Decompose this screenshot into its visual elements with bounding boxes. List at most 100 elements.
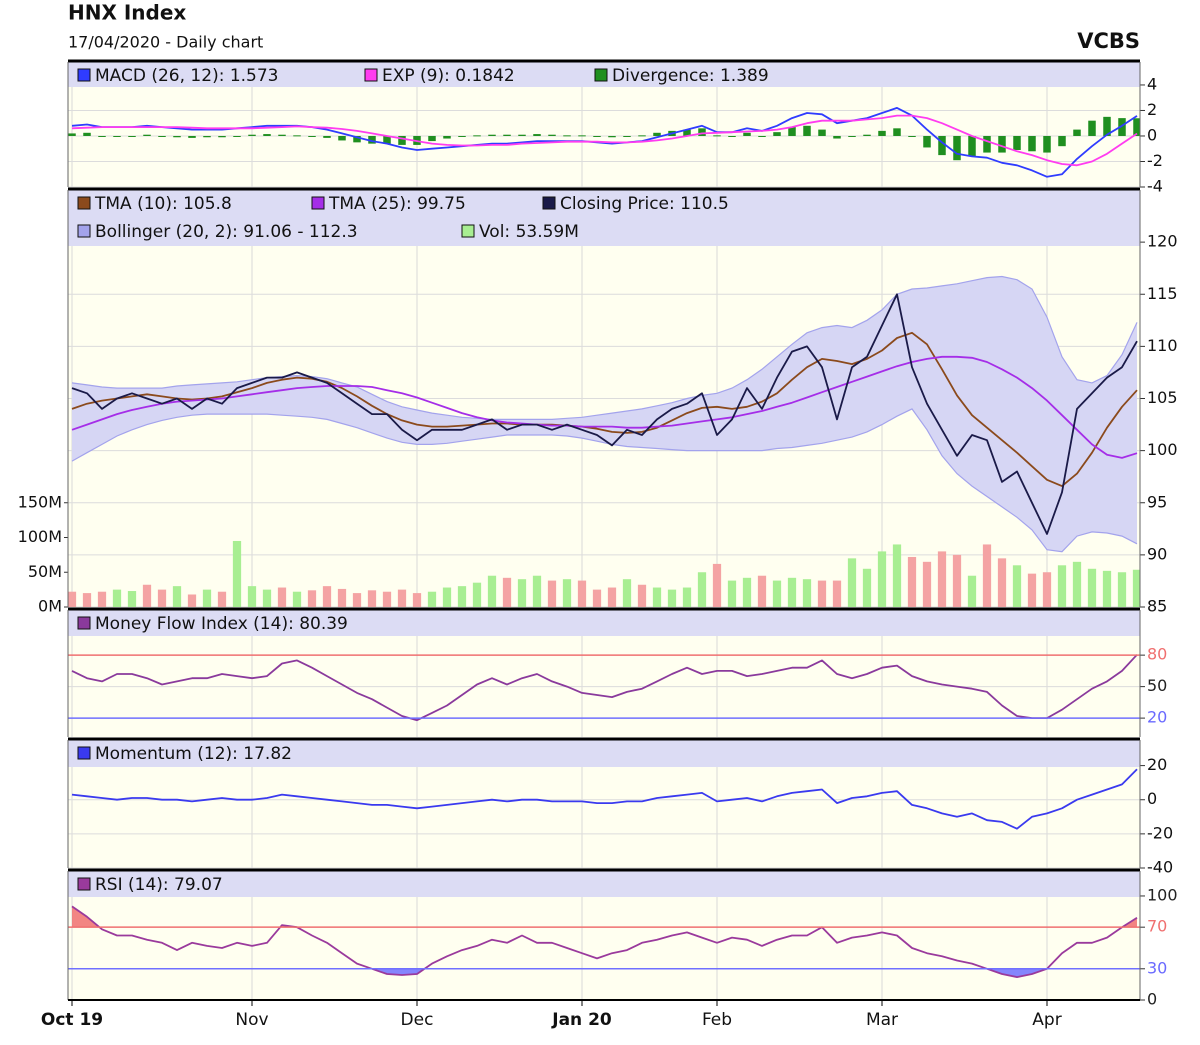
volume-bar xyxy=(907,556,917,607)
divergence-bar xyxy=(518,134,526,136)
volume-bar xyxy=(742,577,752,607)
volume-bar xyxy=(472,582,482,607)
divergence-bar xyxy=(818,129,826,136)
legend-label: Momentum (12): 17.82 xyxy=(95,744,292,764)
divergence-bar xyxy=(638,135,646,137)
divergence-bar xyxy=(833,135,841,139)
divergence-bar xyxy=(1133,118,1140,136)
volume-bar xyxy=(637,584,647,607)
volume-bar xyxy=(967,575,977,607)
volume-bar xyxy=(1042,572,1052,607)
divergence-bar xyxy=(893,128,901,136)
volume-bar xyxy=(1027,573,1037,607)
volume-bar xyxy=(1102,570,1112,607)
volume-bar xyxy=(232,540,242,607)
volume-bar xyxy=(172,586,182,607)
divergence-bar xyxy=(548,134,556,136)
legend-swatch xyxy=(77,877,91,891)
divergence-bar xyxy=(503,134,511,136)
divergence-bar xyxy=(1073,129,1081,136)
volume-bar xyxy=(217,591,227,607)
divergence-bar xyxy=(803,125,811,136)
divergence-bar xyxy=(788,127,796,136)
y-tick-label: 20 xyxy=(1147,708,1167,727)
volume-bar xyxy=(982,544,992,607)
volume-bar xyxy=(757,575,767,607)
volume-bar xyxy=(187,594,197,607)
legend-swatch xyxy=(594,68,608,82)
volume-bar xyxy=(502,577,512,607)
legend-swatch xyxy=(77,196,91,210)
divergence-bar xyxy=(368,135,376,144)
divergence-bar xyxy=(908,135,916,137)
y-tick-label: -4 xyxy=(1147,177,1163,196)
volume-bar xyxy=(97,591,107,607)
divergence-bar xyxy=(323,135,331,138)
y-tick-label: -40 xyxy=(1147,858,1173,877)
y-tick-label: 70 xyxy=(1147,917,1167,936)
plot-area xyxy=(71,654,1138,722)
volume-bar xyxy=(937,551,947,607)
volume-bar xyxy=(787,577,797,607)
brand: VCBS xyxy=(1077,29,1140,53)
divergence-bar xyxy=(248,134,256,136)
volume-bar xyxy=(562,579,572,607)
divergence-bar xyxy=(68,133,76,136)
divergence-bar xyxy=(353,135,361,143)
divergence-bar xyxy=(653,132,661,136)
series-line xyxy=(71,114,1138,167)
volume-bar xyxy=(457,586,467,607)
legend-swatch xyxy=(77,224,91,238)
legend-label: EXP (9): 0.1842 xyxy=(382,66,515,86)
x-tick-label: Dec xyxy=(401,1010,434,1030)
divergence-bar xyxy=(338,135,346,141)
y-tick-label: 0 xyxy=(1147,125,1157,144)
divergence-bar xyxy=(1103,116,1111,136)
divergence-bar xyxy=(473,135,481,137)
volume-bar xyxy=(952,554,962,607)
volume-bar xyxy=(847,558,857,607)
volume-bar xyxy=(1057,565,1067,607)
divergence-bar xyxy=(983,135,991,153)
volume-bar xyxy=(382,591,392,607)
y-tick-label: 115 xyxy=(1147,284,1178,303)
volume-bar xyxy=(142,584,152,607)
volume-bar xyxy=(1072,561,1082,607)
chart-subtitle: 17/04/2020 - Daily chart xyxy=(68,33,263,52)
legend-label: TMA (25): 99.75 xyxy=(328,194,466,214)
divergence-bar xyxy=(743,132,751,136)
divergence-bar xyxy=(143,134,151,136)
volume-bar xyxy=(1087,568,1097,607)
volume-bar xyxy=(427,591,437,607)
divergence-bar xyxy=(1058,135,1066,147)
series-line xyxy=(71,654,1138,722)
y-tick-label: 0 xyxy=(1147,789,1157,808)
legend-label: Closing Price: 110.5 xyxy=(560,194,729,214)
divergence-bar xyxy=(848,135,856,137)
legend-swatch xyxy=(77,68,91,82)
y-tick-label: 0 xyxy=(1147,990,1157,1009)
volume-bar xyxy=(652,587,662,607)
volume-bar xyxy=(68,591,77,607)
legend-swatch xyxy=(77,746,91,760)
volume-bar xyxy=(247,586,257,607)
y-tick-label: 2 xyxy=(1147,100,1157,119)
divergence-bar xyxy=(728,135,736,137)
divergence-bar xyxy=(1013,135,1021,151)
divergence-bar xyxy=(1043,135,1051,153)
divergence-bar xyxy=(188,135,196,138)
divergence-bar xyxy=(1118,118,1126,136)
legend-band xyxy=(68,190,1140,246)
y-tick-label: 20 xyxy=(1147,755,1167,774)
legend-swatch xyxy=(77,616,91,630)
y-tick-label: 80 xyxy=(1147,645,1167,664)
volume-bar xyxy=(607,587,617,607)
divergence-bar xyxy=(923,135,931,148)
divergence-bar xyxy=(458,135,466,137)
volume-bar xyxy=(397,589,407,607)
series-line xyxy=(71,905,1138,978)
volume-bar xyxy=(877,551,887,607)
divergence-bar xyxy=(533,134,541,136)
volume-bar xyxy=(832,580,842,607)
